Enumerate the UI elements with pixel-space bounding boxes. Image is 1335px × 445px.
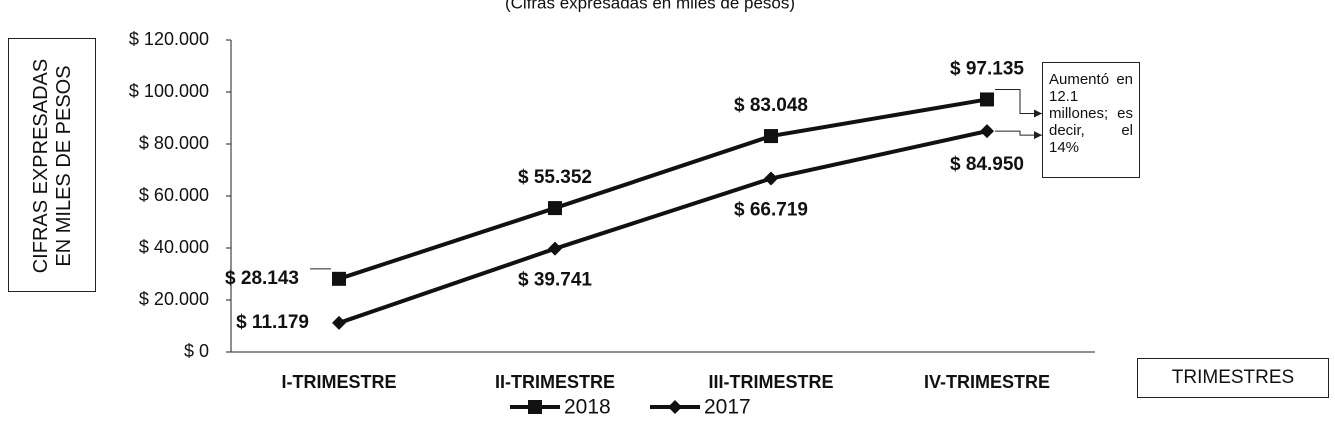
y-tick-label: $ 120.000 [129, 29, 209, 49]
data-label: $ 55.352 [518, 167, 592, 188]
data-point [332, 271, 346, 286]
series-line [338, 97, 988, 281]
legend-label: 2017 [704, 396, 751, 419]
y-axis-label: CIFRAS EXPRESADAS EN MILES DE PESOS [30, 58, 75, 274]
y-axis-label-box: CIFRAS EXPRESADAS EN MILES DE PESOS [8, 38, 96, 292]
legend-marker [528, 400, 542, 414]
data-label: $ 66.719 [734, 200, 808, 221]
arrow-head [1034, 109, 1042, 118]
y-tick-label: $ 60.000 [139, 185, 209, 205]
x-tick-label: IV-TRIMESTRE [924, 372, 1050, 392]
arrow [995, 88, 1042, 114]
data-point [764, 129, 778, 144]
arrow [995, 130, 1042, 136]
data-point [548, 201, 562, 216]
data-label: $ 83.048 [734, 95, 808, 116]
legend-label: 2018 [564, 396, 611, 419]
arrow-head [1034, 131, 1042, 140]
y-tick-label: $ 0 [184, 341, 209, 361]
data-label: $ 11.179 [236, 312, 309, 333]
data-point [332, 315, 346, 330]
y-tick-label: $ 40.000 [139, 237, 209, 257]
series-line [338, 129, 988, 325]
legend-marker [668, 400, 682, 414]
data-label: $ 28.143 [225, 268, 299, 289]
chart-subtitle: (Cifras expresadas en miles de pesos) [505, 0, 795, 12]
data-point [980, 124, 994, 139]
data-point [980, 92, 994, 107]
data-point [764, 171, 778, 186]
annotation: Aumentó en 12.1 millones; es decir, el 1… [1042, 62, 1140, 178]
y-tick-label: $ 80.000 [139, 133, 209, 153]
data-label: $ 84.950 [950, 154, 1024, 175]
data-label: $ 97.135 [950, 58, 1024, 79]
x-tick-label: I-TRIMESTRE [282, 372, 397, 392]
x-tick-label: II-TRIMESTRE [495, 372, 615, 392]
x-tick-label: III-TRIMESTRE [709, 372, 834, 392]
x-axis-label: TRIMESTRES [1137, 358, 1329, 398]
data-point [548, 241, 562, 256]
data-label: $ 39.741 [518, 270, 592, 291]
y-tick-label: $ 20.000 [139, 289, 209, 309]
y-tick-label: $ 100.000 [129, 81, 209, 101]
